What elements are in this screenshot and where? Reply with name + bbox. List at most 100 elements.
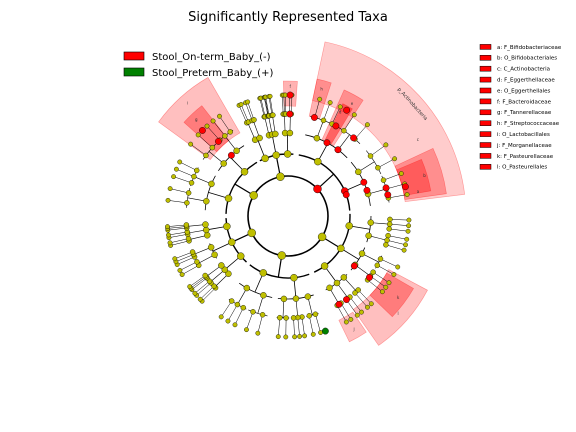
- tree-node: [405, 228, 411, 234]
- tree-node: [350, 262, 358, 270]
- tree-branch: [238, 105, 247, 123]
- tree-node: [208, 180, 215, 188]
- tree-node: [250, 309, 256, 315]
- tree-node: [245, 99, 251, 105]
- tree-branch: [179, 261, 198, 271]
- tree-node: [370, 269, 376, 275]
- tree-branch: [354, 292, 368, 308]
- tree-node: [251, 117, 257, 123]
- tree-node: [386, 221, 393, 227]
- tree-node: [272, 151, 280, 159]
- clade-highlight: [352, 269, 428, 346]
- tree-node: [207, 244, 215, 251]
- tree-node: [379, 289, 385, 295]
- tree-node: [177, 267, 183, 273]
- tree-branch: [177, 256, 195, 265]
- tree-node: [337, 104, 343, 110]
- tree-node: [377, 256, 384, 262]
- chart-title: Significantly Represented Taxa: [188, 10, 388, 25]
- key-label: g: F_Tannerellaceae: [497, 110, 552, 116]
- tree-branch: [194, 280, 210, 294]
- tree-node: [385, 232, 391, 239]
- tree-node: [179, 272, 185, 277]
- tree-node: [337, 244, 345, 253]
- tree-node: [343, 319, 349, 325]
- tree-node: [355, 168, 362, 176]
- order-arc: [202, 143, 216, 160]
- tree-branch: [175, 254, 194, 262]
- tree-node: [166, 232, 171, 238]
- tree-node: [215, 137, 222, 145]
- tree-branch: [259, 98, 265, 117]
- tree-branch: [291, 95, 293, 115]
- order-arc: [186, 187, 191, 208]
- tree-node: [194, 259, 200, 265]
- tree-node: [177, 159, 183, 165]
- tree-branch: [377, 265, 395, 275]
- tree-node: [225, 270, 232, 277]
- tree-node: [290, 274, 298, 282]
- tree-node: [259, 312, 266, 318]
- tree-node: [320, 262, 329, 270]
- tree-node: [202, 221, 209, 228]
- tree-node: [255, 330, 261, 336]
- tree-node: [375, 165, 381, 171]
- tree-node: [227, 129, 233, 135]
- key-swatch: [479, 65, 492, 72]
- tree-node: [386, 226, 392, 232]
- order-arc: [366, 150, 382, 175]
- tree-node: [183, 222, 190, 228]
- tree-node: [184, 200, 190, 206]
- tree-node: [343, 296, 350, 303]
- tree-node: [192, 290, 198, 296]
- tree-branch: [385, 244, 405, 251]
- tree-node: [351, 112, 357, 118]
- tree-branch: [247, 101, 255, 120]
- tree-node: [260, 292, 267, 299]
- tree-node: [286, 110, 294, 118]
- legend: Stool_On-term_Baby_(-) Stool_Preterm_Bab…: [123, 51, 273, 79]
- key-swatch: [479, 44, 492, 50]
- tree-node: [292, 295, 300, 302]
- tree-node: [286, 129, 294, 137]
- tree-node: [223, 222, 231, 231]
- tree-node: [277, 314, 283, 321]
- key-label: e: O_Eggerthellales: [497, 88, 551, 94]
- key-label: a: F_Bifidobacteriaceae: [497, 45, 562, 51]
- class-arc: [366, 215, 372, 243]
- tree-node: [286, 91, 294, 99]
- key-swatch: [479, 131, 492, 137]
- tree-node: [232, 322, 238, 328]
- tree-branch: [269, 96, 274, 116]
- clade-letter: h: [320, 86, 323, 91]
- key-swatch: [479, 76, 492, 83]
- taxa-key: a: F_Bifidobacteriaceae b: O_Bifidobacter…: [479, 44, 562, 171]
- tree-branch: [354, 124, 368, 140]
- tree-node: [323, 139, 331, 147]
- tree-node: [228, 238, 236, 246]
- tree-node: [404, 192, 410, 197]
- key-label: l: O_Pasteurellales: [497, 165, 547, 171]
- key-swatch: [479, 55, 492, 61]
- clade-letter: b: [423, 173, 426, 178]
- tree-branch: [176, 168, 195, 177]
- tree-branch: [370, 275, 386, 288]
- clade-letter: f: [289, 84, 291, 89]
- tree-node: [368, 301, 374, 307]
- tree-branch: [263, 97, 269, 117]
- tree-node: [228, 298, 235, 304]
- key-label: h: F_Streptococcaceae: [497, 121, 560, 127]
- tree-node: [310, 331, 316, 337]
- tree-node: [383, 284, 389, 290]
- tree-branch: [198, 134, 213, 148]
- tree-branch: [260, 98, 266, 117]
- tree-branch: [377, 158, 395, 168]
- tree-node: [187, 284, 193, 289]
- tree-node: [312, 311, 319, 317]
- key-swatch: [479, 164, 492, 170]
- tree-node: [327, 100, 333, 105]
- tree-node: [283, 315, 289, 321]
- tree-branch: [170, 188, 189, 194]
- tree-node: [383, 242, 389, 248]
- tree-branch: [206, 125, 220, 141]
